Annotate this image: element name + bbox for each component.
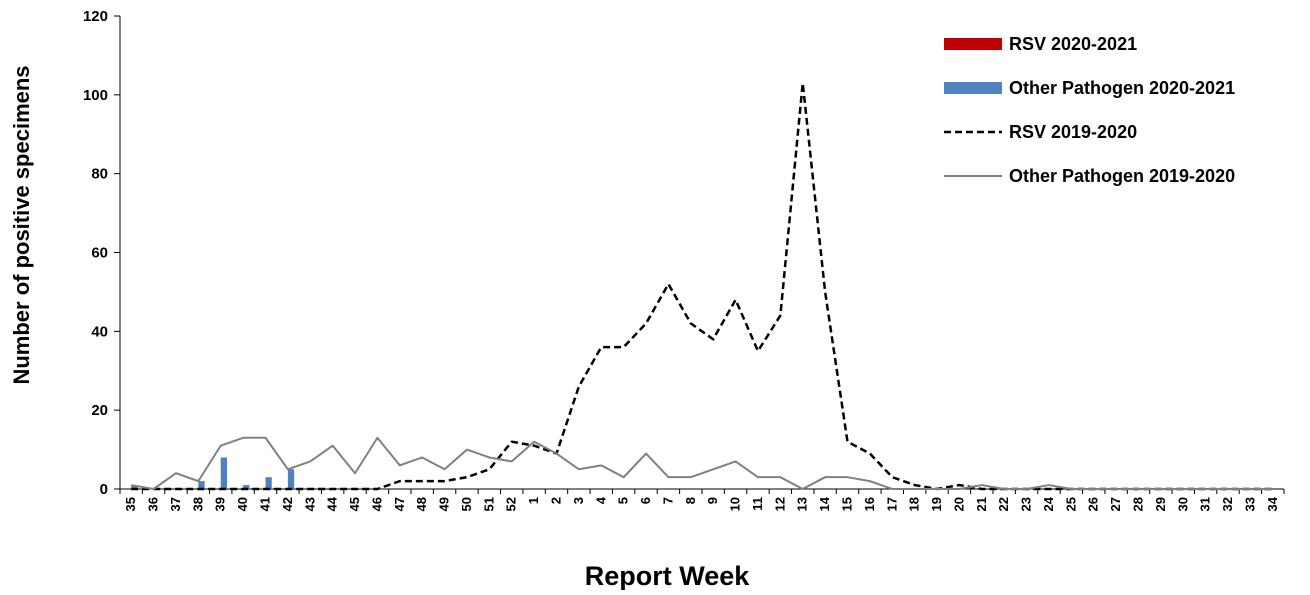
line-rsv-2019-2020 bbox=[131, 81, 1273, 491]
x-tick-label: 5 bbox=[616, 497, 631, 504]
x-tick-label: 6 bbox=[638, 497, 653, 504]
bar-other-pathogen-2020-2021 bbox=[131, 485, 138, 489]
x-tick-label: 3 bbox=[571, 497, 586, 504]
y-tick-label: 120 bbox=[83, 8, 108, 25]
x-tick-label: 7 bbox=[660, 497, 675, 504]
bar-other-pathogen-2020-2021 bbox=[287, 469, 295, 489]
x-tick-label: 50 bbox=[459, 497, 474, 511]
x-tick-label: 9 bbox=[705, 497, 720, 504]
x-tick-label: 29 bbox=[1153, 497, 1168, 511]
x-tick-label: 16 bbox=[862, 497, 877, 511]
x-tick-label: 44 bbox=[325, 496, 340, 511]
x-tick-label: 51 bbox=[481, 497, 496, 511]
legend-label-other-pathogen-2019-2020: Other Pathogen 2019-2020 bbox=[1009, 166, 1235, 186]
x-tick-label: 38 bbox=[190, 497, 205, 511]
x-tick-label: 15 bbox=[840, 497, 855, 511]
x-tick-label: 27 bbox=[1108, 497, 1123, 511]
legend-label-rsv-2020-2021: RSV 2020-2021 bbox=[1009, 34, 1137, 54]
x-tick-label: 20 bbox=[951, 497, 966, 511]
line-other-pathogen-2019-2020 bbox=[131, 436, 1273, 490]
y-tick-label: 40 bbox=[91, 323, 108, 340]
legend-label-rsv-2019-2020: RSV 2019-2020 bbox=[1009, 122, 1137, 142]
x-tick-label: 13 bbox=[795, 497, 810, 511]
bar-other-pathogen-2020-2021 bbox=[198, 481, 205, 489]
x-tick-label: 43 bbox=[302, 497, 317, 511]
x-tick-label: 18 bbox=[907, 497, 922, 511]
x-tick-label: 24 bbox=[1041, 496, 1056, 511]
x-tick-label: 10 bbox=[728, 497, 743, 511]
x-tick-label: 34 bbox=[1265, 496, 1280, 511]
x-tick-label: 42 bbox=[280, 497, 295, 511]
x-tick-label: 11 bbox=[750, 497, 765, 511]
y-tick-label: 100 bbox=[83, 87, 108, 104]
x-tick-label: 12 bbox=[772, 497, 787, 511]
x-tick-label: 32 bbox=[1220, 497, 1235, 511]
bar-other-pathogen-2020-2021 bbox=[220, 457, 227, 489]
x-tick-label: 28 bbox=[1131, 497, 1146, 511]
legend-swatch-rsv-2020-2021 bbox=[944, 38, 1002, 50]
bar-other-pathogen-2020-2021 bbox=[243, 485, 250, 489]
x-tick-label: 8 bbox=[683, 497, 698, 504]
x-tick-label: 14 bbox=[817, 496, 832, 511]
x-tick-label: 2 bbox=[549, 497, 564, 504]
x-tick-label: 36 bbox=[146, 497, 161, 511]
x-tick-label: 25 bbox=[1063, 497, 1078, 511]
x-tick-label: 30 bbox=[1175, 497, 1190, 511]
x-tick-label: 37 bbox=[168, 497, 183, 511]
legend-swatch-other-pathogen-2020-2021 bbox=[944, 82, 1002, 94]
x-axis-title: Report Week bbox=[585, 561, 751, 590]
x-tick-label: 40 bbox=[235, 497, 250, 511]
x-tick-label: 26 bbox=[1086, 497, 1101, 511]
y-tick-label: 0 bbox=[100, 481, 108, 498]
bar-other-pathogen-2020-2021 bbox=[265, 477, 272, 489]
x-tick-label: 21 bbox=[974, 497, 989, 511]
x-tick-label: 1 bbox=[526, 497, 541, 504]
x-tick-label: 19 bbox=[929, 497, 944, 511]
x-tick-label: 33 bbox=[1242, 497, 1257, 511]
y-tick-label: 80 bbox=[91, 166, 108, 183]
y-tick-label: 20 bbox=[91, 402, 108, 419]
x-tick-label: 17 bbox=[884, 497, 899, 511]
x-tick-label: 31 bbox=[1198, 497, 1213, 511]
x-tick-label: 35 bbox=[123, 497, 138, 511]
legend-label-other-pathogen-2020-2021: Other Pathogen 2020-2021 bbox=[1009, 78, 1235, 98]
x-tick-label: 23 bbox=[1019, 497, 1034, 511]
x-tick-label: 47 bbox=[392, 497, 407, 511]
x-tick-label: 39 bbox=[213, 497, 228, 511]
x-tick-label: 52 bbox=[504, 497, 519, 511]
x-tick-label: 41 bbox=[258, 497, 273, 511]
x-tick-label: 4 bbox=[593, 496, 608, 504]
x-tick-label: 45 bbox=[347, 497, 362, 511]
y-tick-label: 60 bbox=[91, 245, 108, 262]
x-tick-label: 46 bbox=[369, 497, 384, 511]
y-axis-title: Number of positive specimens bbox=[9, 65, 34, 384]
x-tick-label: 22 bbox=[996, 497, 1011, 511]
x-tick-label: 49 bbox=[437, 497, 452, 511]
x-tick-label: 48 bbox=[414, 497, 429, 511]
